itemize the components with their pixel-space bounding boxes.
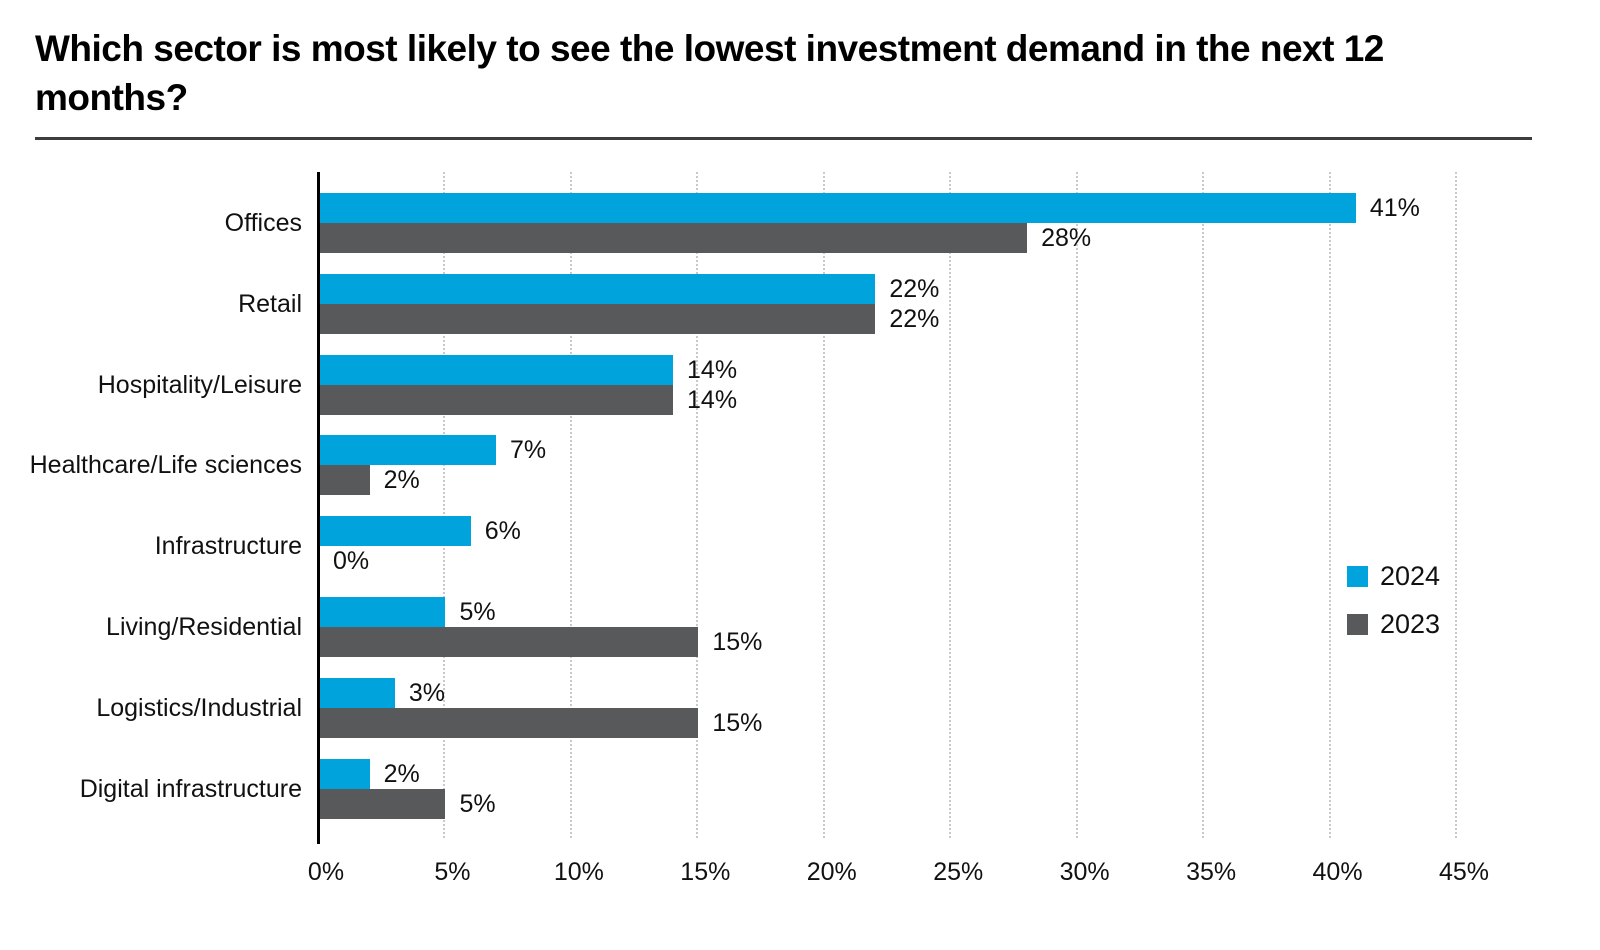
legend-item-2023: 2023	[1347, 609, 1441, 639]
gridline	[1328, 172, 1331, 838]
value-label-2024: 22%	[889, 274, 940, 303]
value-label-2023: 28%	[1041, 224, 1092, 252]
category-label: Digital infrastructure	[79, 774, 302, 803]
value-label-2023: 2%	[383, 466, 420, 495]
category-label: Living/Residential	[106, 613, 302, 641]
title-divider	[35, 137, 1532, 140]
value-label-2023: 14%	[687, 385, 738, 414]
bar-2024	[319, 677, 395, 708]
bar-2024	[319, 354, 674, 385]
bar-2023	[319, 788, 446, 819]
bar-2024	[319, 273, 876, 304]
y-axis-line	[317, 172, 320, 844]
bar-2023	[319, 627, 699, 657]
value-label-2024: 2%	[383, 759, 420, 788]
value-label-2024: 41%	[1369, 194, 1420, 222]
category-label: Infrastructure	[154, 532, 302, 561]
legend-label: 2023	[1380, 609, 1441, 639]
gridline	[949, 172, 952, 838]
value-label-2023: 22%	[889, 304, 940, 333]
gridline	[443, 172, 446, 838]
category-label: Healthcare/Life sciences	[29, 451, 302, 480]
value-label-2024: 6%	[484, 517, 521, 546]
bar-2024	[319, 193, 1356, 223]
gridline	[1075, 172, 1078, 838]
legend-swatch-2023	[1347, 614, 1368, 635]
bar-2023	[319, 465, 370, 496]
bar-2023	[319, 707, 699, 738]
legend-swatch-2024	[1347, 566, 1368, 587]
gridline	[1455, 172, 1457, 838]
x-tick-label: 20%	[806, 858, 857, 886]
gridline	[822, 172, 825, 838]
category-label: Logistics/Industrial	[96, 693, 302, 722]
value-label-2024: 5%	[459, 598, 496, 626]
bar-2024	[319, 435, 497, 466]
value-label-2023: 5%	[459, 789, 496, 818]
gridline	[569, 172, 572, 838]
x-tick-label: 30%	[1059, 858, 1110, 886]
bar-2023	[319, 384, 674, 415]
chart-title: Which sector is most likely to see the l…	[35, 28, 1384, 118]
x-tick-label: 45%	[1438, 858, 1490, 886]
x-tick-label: 10%	[553, 858, 604, 886]
bar-2023	[319, 223, 1028, 253]
x-tick-label: 0%	[307, 858, 345, 886]
x-tick-label: 25%	[933, 858, 984, 886]
bar-2024	[319, 516, 471, 547]
value-label-2023: 15%	[712, 628, 763, 656]
value-label-2023: 0%	[333, 547, 370, 576]
bar-2024	[319, 758, 370, 789]
value-label-2024: 14%	[687, 355, 738, 384]
category-label: Retail	[238, 289, 302, 318]
value-label-2023: 15%	[712, 708, 763, 737]
legend-label: 2024	[1380, 561, 1441, 591]
x-tick-label: 15%	[680, 858, 731, 886]
legend-item-2024: 2024	[1347, 561, 1441, 591]
gridline	[696, 172, 699, 838]
category-label: Hospitality/Leisure	[97, 370, 302, 399]
x-tick-label: 5%	[434, 858, 471, 886]
bar-2023	[319, 303, 876, 334]
bar-chart-plot: 41% 28% 22% 22% 14% 14% 7% 2% 6% 0% 5% 15% 3% 15% 2% 5%	[317, 172, 1457, 844]
x-tick-label: 35%	[1186, 858, 1237, 886]
x-tick-label: 40%	[1312, 858, 1363, 886]
value-label-2024: 7%	[510, 436, 547, 465]
category-label: Offices	[224, 209, 302, 237]
gridline	[1202, 172, 1205, 838]
value-label-2024: 3%	[408, 678, 445, 707]
bar-2024	[319, 597, 446, 627]
legend: 2024 2023	[1347, 561, 1441, 660]
